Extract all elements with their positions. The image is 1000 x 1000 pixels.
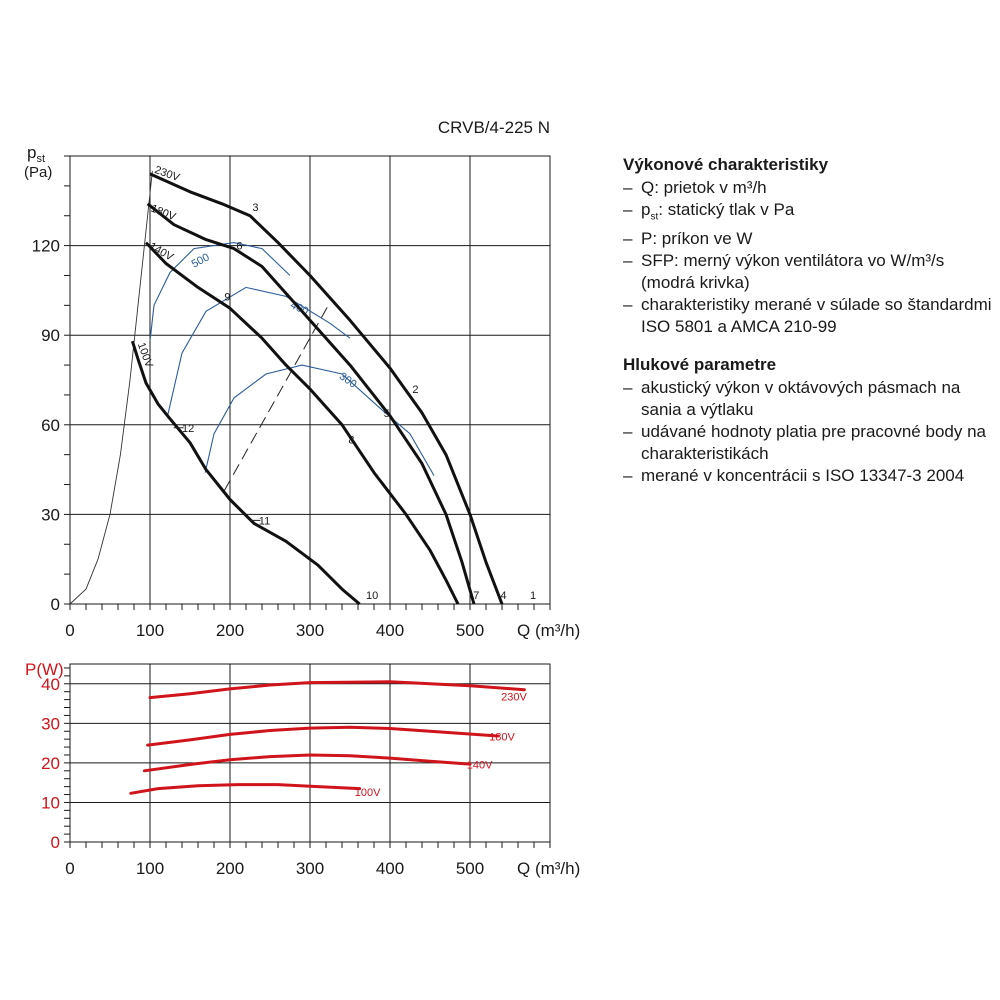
y-tick-label: 20 <box>41 754 60 773</box>
power-label-230V: 230V <box>501 691 527 703</box>
power-curve-100V <box>129 783 362 795</box>
legend-list-performance: Q: prietok v m³/h pst: statický tlak v P… <box>623 177 993 338</box>
y-axis-label-p: p <box>27 143 36 162</box>
point-label-10: 10 <box>366 590 378 602</box>
point-label-6: 6 <box>236 241 242 253</box>
point-label-8: 8 <box>348 435 354 447</box>
y-tick-label: 60 <box>41 416 60 435</box>
power-label-180V: 180V <box>489 732 515 744</box>
legend-item-values: udávané hodnoty platia pre pracovné body… <box>623 421 993 465</box>
plot-frame <box>69 663 551 843</box>
point-label-12: 12 <box>182 423 194 435</box>
power-curve-230V <box>148 680 526 700</box>
x-tick-label: 300 <box>296 621 324 640</box>
y-tick-label: 40 <box>41 675 60 694</box>
x-tick-label: 200 <box>216 859 244 878</box>
legend-title-performance: Výkonové charakteristiky <box>623 155 829 174</box>
chart-title: CRVB/4-225 N <box>438 118 550 137</box>
x-tick-label: 0 <box>65 859 74 878</box>
speed-curve-180V <box>146 202 476 605</box>
y-tick-label: 120 <box>32 237 60 256</box>
point-label-11: 11 <box>259 515 270 527</box>
x-tick-label: 500 <box>456 621 484 640</box>
legend-panel: Výkonové charakteristiky Q: prietok v m³… <box>623 154 993 503</box>
y-tick-label: 30 <box>41 505 60 524</box>
sfp-label-500: 500 <box>190 251 212 270</box>
y-tick-label: 0 <box>51 595 60 614</box>
y-tick-label: 90 <box>41 326 60 345</box>
power-plot: 0 100 200 300 400 500 0 10 20 30 40 230V 180V 140V 100… <box>41 663 551 878</box>
legend-item-p: P: príkon ve W <box>623 228 993 250</box>
power-label-100V: 100V <box>355 787 381 799</box>
x-tick-label: 500 <box>456 859 484 878</box>
x-tick-label: 100 <box>136 859 164 878</box>
legend-list-noise: akustický výkon v oktávových pásmach na … <box>623 377 993 487</box>
legend-item-iso: charakteristiky merané v súlade so štand… <box>623 294 993 338</box>
sfp-curve-500 <box>149 242 291 342</box>
speed-curve-100V <box>130 340 361 606</box>
pressure-plot: 0 100 200 300 400 5000306090120500400300230V1… <box>32 155 551 640</box>
plot-frame <box>69 155 551 605</box>
x-tick-label: 300 <box>296 859 324 878</box>
x-tick-label: 100 <box>136 621 164 640</box>
legend-item-sfp: SFP: merný výkon ventilátora vo W/m³/s (… <box>623 250 993 294</box>
x-tick-label: 200 <box>216 621 244 640</box>
voltage-label-180V: 180V <box>149 203 178 224</box>
dashed-line <box>223 302 331 491</box>
x-axis-label-power: Q (m³/h) <box>517 859 580 878</box>
y-tick-label: 0 <box>51 833 60 852</box>
x-tick-label: 0 <box>65 621 74 640</box>
power-curve-180V <box>146 725 500 747</box>
legend-title-noise: Hlukové parametre <box>623 355 777 375</box>
x-axis-label-main: Q (m³/h) <box>517 621 580 640</box>
y-axis-label-pressure: pst <box>27 143 45 165</box>
legend-item-measured: merané v koncentrácii s ISO 13347-3 2004 <box>623 465 993 487</box>
speed-curve-230V <box>149 172 504 605</box>
speed-curve-140V <box>144 241 460 605</box>
y-tick-label: 30 <box>41 714 60 733</box>
y-axis-label-power: P(W) <box>25 660 64 679</box>
power-curve-140V <box>142 753 472 773</box>
legend-item-q: Q: prietok v m³/h <box>623 177 993 199</box>
x-tick-label: 400 <box>376 859 404 878</box>
sfp-curve-400 <box>167 286 351 416</box>
point-label-5: 5 <box>384 408 390 420</box>
system-curve <box>69 170 153 605</box>
legend-item-acoustic: akustický výkon v oktávových pásmach na … <box>623 377 993 421</box>
sfp-curve-300 <box>204 364 435 476</box>
point-label-1: 1 <box>530 590 536 602</box>
power-label-140V: 140V <box>467 759 493 771</box>
point-label-2: 2 <box>412 384 418 396</box>
point-label-7: 7 <box>473 590 479 602</box>
x-tick-label: 400 <box>376 621 404 640</box>
y-axis-label-sub: st <box>36 153 45 165</box>
legend-item-pst: pst: statický tlak v Pa <box>623 199 993 228</box>
point-label-3: 3 <box>252 202 258 214</box>
point-label-4: 4 <box>500 590 506 602</box>
point-label-9: 9 <box>224 291 230 303</box>
y-axis-unit-pressure: (Pa) <box>24 164 52 181</box>
y-tick-label: 10 <box>41 793 60 812</box>
